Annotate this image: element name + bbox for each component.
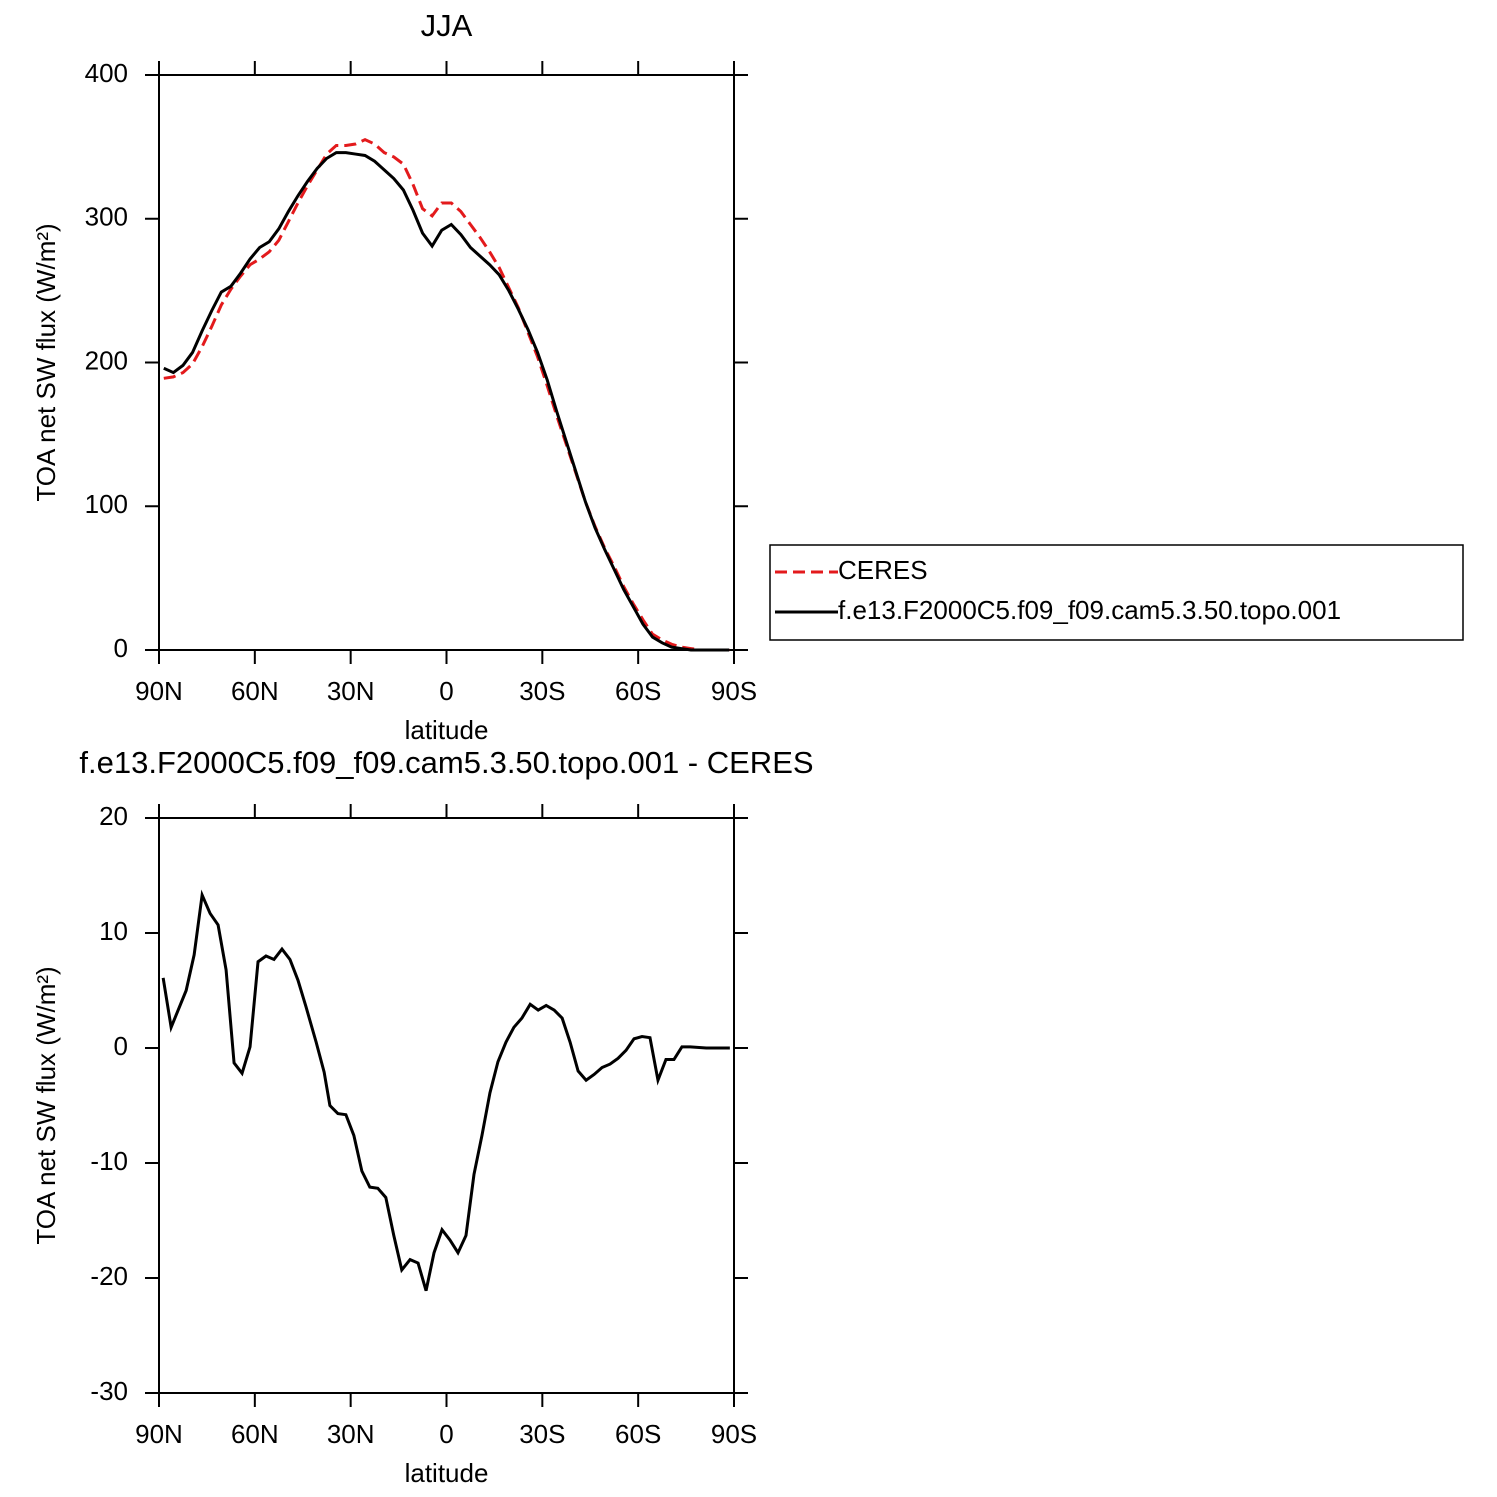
series-line [163,151,730,652]
x-tick-label: 90S [711,1419,757,1449]
y-tick-label: -20 [90,1261,128,1291]
x-axis-label: latitude [405,1458,489,1488]
x-tick-label: 90N [135,1419,183,1449]
x-tick-label: 0 [439,1419,453,1449]
y-axis-label: TOA net SW flux (W/m²) [31,223,61,501]
y-tick-label: 200 [85,345,128,375]
series-line [163,138,730,652]
y-tick-label: -30 [90,1376,128,1406]
y-tick-label: 20 [99,801,128,831]
y-axis-label: TOA net SW flux (W/m²) [31,966,61,1244]
chart-title: f.e13.F2000C5.f09_f09.cam5.3.50.topo.001… [79,745,813,780]
plot-frame [158,817,735,1394]
y-tick-label: 100 [85,489,128,519]
chart-title: JJA [421,8,473,43]
x-tick-label: 30S [519,676,565,706]
legend-box [769,544,1464,641]
y-tick-label: 400 [85,58,128,88]
x-tick-label: 30N [327,1419,375,1449]
y-tick-label: 0 [114,633,128,663]
data-line [161,889,730,1292]
x-axis-label: latitude [405,715,489,745]
legend-label: CERES [838,555,928,585]
x-tick-label: 60S [615,676,661,706]
x-tick-label: 30N [327,676,375,706]
x-tick-label: 30S [519,1419,565,1449]
x-tick-label: 90N [135,676,183,706]
x-tick-label: 60S [615,1419,661,1449]
plot-frame [158,74,735,651]
x-tick-label: 90S [711,676,757,706]
y-tick-label: -10 [90,1146,128,1176]
x-tick-label: 0 [439,676,453,706]
legend-label: f.e13.F2000C5.f09_f09.cam5.3.50.topo.001 [838,595,1341,625]
x-tick-label: 60N [231,676,279,706]
y-tick-label: 10 [99,916,128,946]
y-tick-label: 300 [85,202,128,232]
y-tick-label: 0 [114,1031,128,1061]
x-tick-label: 60N [231,1419,279,1449]
